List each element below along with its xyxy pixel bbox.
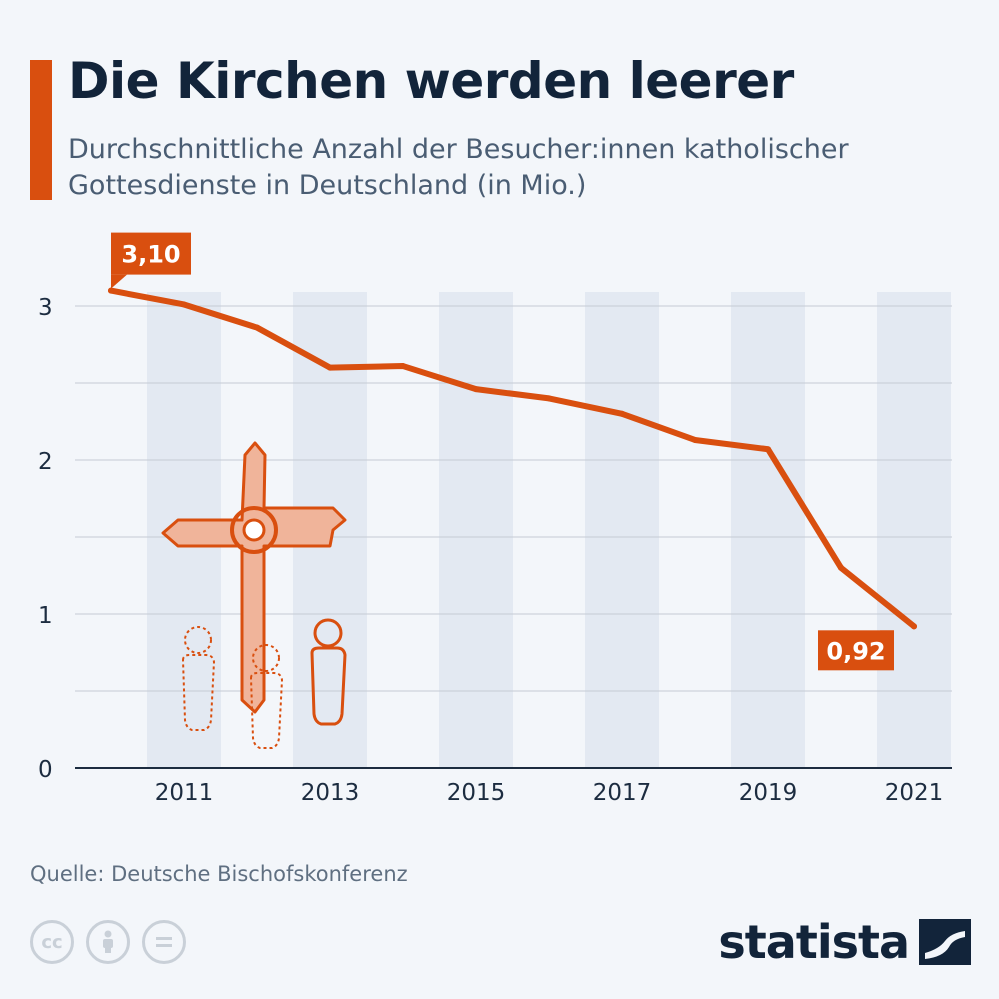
- series-line: [108, 287, 917, 630]
- y-tick-label: 2: [38, 449, 53, 475]
- page-title: Die Kirchen werden leerer: [68, 52, 794, 110]
- data-label-text: 3,10: [121, 241, 180, 269]
- nd-icon[interactable]: [142, 920, 186, 964]
- church-illustration: [161, 441, 347, 749]
- statista-logo[interactable]: statista: [718, 915, 971, 969]
- data-label-pointer: [111, 274, 127, 289]
- by-icon[interactable]: [86, 920, 130, 964]
- page-subtitle: Durchschnittliche Anzahl der Besucher:in…: [68, 134, 849, 201]
- data-point: [546, 395, 552, 402]
- x-tick-label: 2021: [885, 780, 944, 806]
- logo-text: statista: [718, 915, 910, 969]
- x-tick-label: 2017: [593, 780, 652, 806]
- data-point: [838, 564, 844, 571]
- data-point: [473, 386, 479, 393]
- data-point: [765, 446, 771, 453]
- cross-icon: [161, 441, 347, 714]
- year-band: [731, 292, 805, 768]
- data-label: 3,10: [111, 232, 191, 289]
- data-label-text: 0,92: [826, 637, 885, 665]
- data-point: [400, 363, 406, 370]
- accent-bar: [30, 60, 52, 200]
- data-point: [692, 436, 698, 443]
- data-point: [181, 301, 187, 308]
- source-note: Quelle: Deutsche Bischofskonferenz: [30, 862, 408, 886]
- person-icon: [249, 644, 284, 749]
- year-band: [439, 292, 513, 768]
- y-tick-label: 3: [38, 295, 53, 321]
- gridlines: [75, 305, 952, 692]
- series-line: [108, 287, 917, 630]
- x-tick-label: 2011: [155, 780, 214, 806]
- license-icons: cc: [30, 920, 186, 964]
- data-label-box: [111, 232, 191, 275]
- data-label-pointer: [880, 630, 894, 645]
- x-tick-label: 2015: [447, 780, 506, 806]
- x-tick-label: 2019: [739, 780, 798, 806]
- y-tick-labels: 0 1 2 3: [38, 295, 53, 783]
- person-icon: [310, 618, 347, 726]
- y-tick-label: 1: [38, 603, 53, 629]
- year-band: [585, 292, 659, 768]
- data-point: [254, 324, 260, 331]
- data-label-box: [818, 630, 894, 671]
- person-icon: [181, 626, 216, 731]
- cc-icon[interactable]: cc: [30, 920, 74, 964]
- data-point: [108, 287, 114, 294]
- x-tick-label: 2013: [301, 780, 360, 806]
- data-label: 0,92: [818, 630, 894, 671]
- data-point: [327, 364, 333, 371]
- year-band: [877, 292, 951, 768]
- x-tick-labels: 2011 2013 2015 2017 2019 2021: [155, 780, 944, 806]
- data-point: [619, 410, 625, 417]
- y-tick-label: 0: [38, 757, 53, 783]
- data-point: [911, 623, 917, 630]
- logo-mark-icon: [919, 919, 971, 965]
- data-labels: 3,10 0,92: [111, 232, 894, 671]
